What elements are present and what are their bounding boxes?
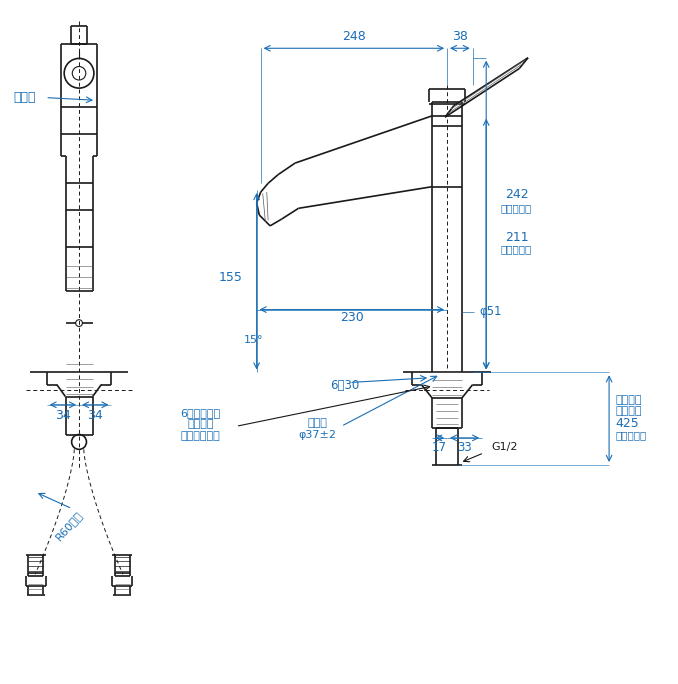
Text: φ37±2: φ37±2	[298, 430, 336, 440]
Text: 先端まで: 先端まで	[616, 406, 642, 416]
Text: ソフト: ソフト	[14, 91, 36, 104]
Text: （吐水時）: （吐水時）	[501, 203, 532, 213]
Text: （直管時）: （直管時）	[616, 430, 647, 440]
Text: G1/2: G1/2	[491, 443, 518, 452]
Text: ソケット: ソケット	[616, 395, 642, 405]
Text: 38: 38	[452, 29, 468, 42]
Text: 34: 34	[55, 409, 71, 422]
Text: （止水時）: （止水時）	[501, 244, 532, 254]
Text: 242: 242	[504, 188, 528, 201]
Text: R60以上: R60以上	[54, 510, 84, 542]
Text: 34: 34	[87, 409, 103, 422]
Text: 33: 33	[457, 440, 472, 454]
Text: 17: 17	[432, 440, 447, 454]
Text: 425: 425	[616, 417, 639, 430]
Text: 補強板を: 補強板を	[187, 419, 214, 430]
Text: 155: 155	[219, 272, 243, 285]
Text: 211: 211	[504, 231, 528, 244]
Text: 取付穴: 取付穴	[307, 418, 327, 428]
Text: 6未満の場合: 6未満の場合	[180, 408, 220, 418]
Text: φ51: φ51	[479, 305, 502, 318]
Text: 230: 230	[340, 311, 363, 324]
Text: 6～30: 6～30	[330, 380, 359, 393]
Text: 248: 248	[342, 29, 365, 42]
Text: 15°: 15°	[243, 335, 263, 345]
Text: 取付けること: 取付けること	[181, 431, 220, 441]
